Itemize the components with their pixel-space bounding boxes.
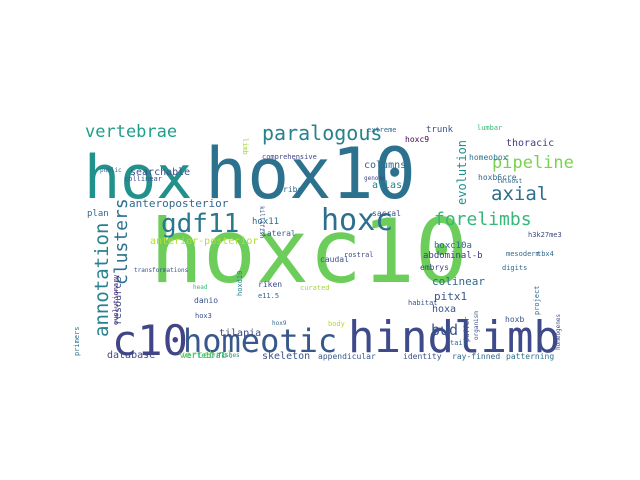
word-appendicular: appendicular — [318, 352, 376, 361]
word-hoxa: hoxa — [432, 304, 456, 315]
word-resource: resource — [113, 277, 124, 325]
word-ray-finned: ray-finned — [452, 352, 500, 361]
word-hoxc: hoxc — [321, 203, 393, 238]
word-database: database — [107, 350, 155, 361]
word-comprehensive: comprehensive — [262, 153, 317, 161]
word-abdominal-b: abdominal-b — [423, 251, 483, 261]
word-hoxc10a: hoxc10a — [434, 241, 472, 251]
word-trunk: trunk — [426, 125, 454, 135]
word-gdf11: gdf11 — [161, 209, 239, 239]
word-cloud-background — [80, 120, 576, 368]
word-collinear: collinear — [124, 175, 162, 183]
word-danio: danio — [194, 296, 218, 305]
word-hox9: hox9 — [272, 320, 287, 327]
word-plan: plan — [87, 209, 109, 219]
word-public: public — [100, 167, 122, 174]
word-h3k27me3: h3k27me3 — [528, 231, 562, 239]
word-digits: digits — [502, 264, 527, 272]
word-hox10: hox10 — [205, 133, 416, 215]
word-evolution: evolution — [455, 140, 469, 205]
word-annotation: annotation — [91, 223, 113, 337]
word-head: head — [193, 284, 208, 291]
word-hoxb: hoxb — [505, 315, 524, 324]
word-lateral: lateral — [262, 229, 296, 238]
word-tilapia: tilapia — [219, 328, 261, 339]
word-e11-5: e11.5 — [258, 292, 279, 300]
word-rostral: rostral — [344, 251, 374, 259]
word-curated: curated — [300, 284, 330, 292]
word-vertebrae: vertebrae — [85, 122, 177, 142]
word-hox: hox — [84, 143, 192, 213]
word-limb: limb — [241, 138, 249, 155]
word-evolutionary: evolutionary — [112, 274, 120, 325]
word-skeleton: skeleton — [262, 351, 310, 362]
word-transformations: transformations — [134, 267, 189, 274]
word-hox11: hox11 — [252, 217, 279, 227]
word-clusters: clusters — [111, 198, 132, 285]
word-sacral: sacral — [372, 209, 401, 218]
word-searchable: searchable — [130, 167, 190, 178]
word-extreme: extreme — [367, 126, 397, 134]
word-hoxd10: hoxd10 — [236, 271, 244, 296]
word-hoxb6cre: hoxb6cre — [478, 173, 517, 182]
word-teleost: teleost — [497, 178, 523, 185]
word-columns: columns — [364, 160, 406, 171]
word-colinear: colinear — [432, 275, 485, 288]
word-vertebral: vertebral — [179, 350, 233, 361]
word-riken: riken — [258, 280, 282, 289]
word-paralogous: paralogous — [262, 121, 382, 145]
word-thoracic: thoracic — [506, 138, 554, 149]
word-vertebral: vertebral — [182, 351, 226, 360]
word-homeogenes: homeogenes — [555, 313, 562, 350]
word-atlas: atlas — [372, 180, 402, 191]
word-ribs: ribs — [283, 185, 302, 194]
word-patterning: patterning — [506, 352, 554, 361]
word-tbx4: tbx4 — [537, 250, 554, 258]
word-organism: organism — [473, 311, 480, 340]
word-fishes: fishes — [218, 352, 240, 359]
word-forelimbs: forelimbs — [434, 209, 532, 230]
word-bud: bud — [431, 321, 458, 339]
word-lumbar: lumbar — [477, 124, 502, 132]
word-embrys: embrys — [420, 263, 449, 272]
word-hoxc9: hoxc9 — [405, 135, 429, 144]
word-killifish: killifish — [258, 206, 265, 239]
word-project: project — [533, 285, 541, 315]
word-hindlimb: hindlimb — [348, 312, 560, 363]
word-homeobox: homeobox — [469, 153, 508, 162]
word-hox3: hox3 — [195, 312, 212, 320]
word-primers: primers — [73, 326, 81, 356]
word-axial: axial — [491, 183, 548, 205]
word-identity: identity — [403, 352, 442, 361]
word-tail: tail — [450, 339, 467, 347]
word-c10: c10 — [112, 316, 188, 365]
word-puffer: puffer — [463, 317, 471, 342]
word-genome: genome — [364, 175, 386, 182]
word-hoxc10: hoxc10 — [150, 200, 468, 303]
word-habitat: habitat — [408, 299, 438, 307]
word-pipeline: pipeline — [492, 153, 574, 173]
word-mesoderm: mesoderm — [506, 250, 540, 258]
word-anterior-posterior: anterior-posterior — [150, 236, 258, 247]
word-caudal: caudal — [320, 255, 349, 264]
word-anteroposterior: anteroposterior — [129, 197, 229, 210]
word-pitx1: pitx1 — [434, 290, 467, 303]
word-homeotic: homeotic — [183, 322, 337, 360]
word-body: body — [328, 320, 345, 328]
